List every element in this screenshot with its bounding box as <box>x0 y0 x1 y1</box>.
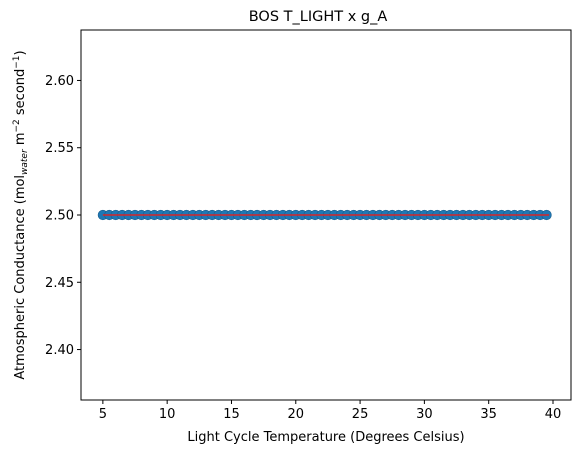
y-tick-label: 2.60 <box>45 74 74 89</box>
y-tick-label: 2.55 <box>45 141 74 156</box>
y-axis-ticks: 2.40 2.45 2.50 2.55 2.60 <box>45 74 81 358</box>
y-axis-label-sup1: −2 <box>12 119 22 132</box>
y-axis-label-mid: m <box>13 133 28 150</box>
x-tick-label: 25 <box>352 407 369 422</box>
x-tick-label: 35 <box>480 407 497 422</box>
x-tick-label: 15 <box>223 407 240 422</box>
x-tick-label: 10 <box>159 407 176 422</box>
y-axis-label: Atmospheric Conductance (molwater m−2 se… <box>12 50 30 379</box>
x-tick-label: 5 <box>99 407 107 422</box>
y-axis-label-mid2: second <box>13 69 28 120</box>
y-axis-label-end: ) <box>13 50 28 55</box>
x-tick-label: 20 <box>288 407 305 422</box>
plot-area-frame <box>80 29 572 401</box>
y-tick-label: 2.50 <box>45 209 74 224</box>
y-tick-label: 2.40 <box>45 343 74 358</box>
y-axis-label-sup2: −1 <box>12 55 22 68</box>
y-axis-label-sub: water <box>20 148 30 175</box>
chart-title: BOS T_LIGHT x g_A <box>249 9 388 25</box>
x-axis-label: Light Cycle Temperature (Degrees Celsius… <box>187 430 464 445</box>
x-axis-ticks: 5 10 15 20 25 30 35 40 <box>99 400 562 422</box>
y-tick-label: 2.45 <box>45 276 74 291</box>
y-axis-label-main: Atmospheric Conductance (mol <box>13 175 28 380</box>
x-tick-label: 30 <box>416 407 433 422</box>
x-tick-label: 40 <box>545 407 562 422</box>
